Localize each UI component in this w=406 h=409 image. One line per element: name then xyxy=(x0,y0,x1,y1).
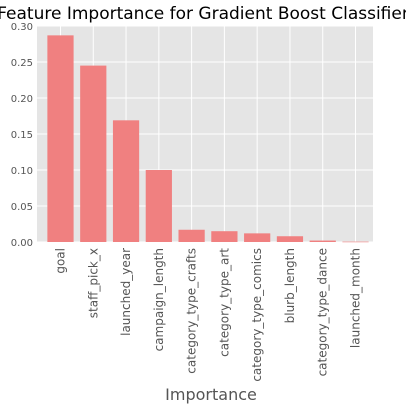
bar-staff-pick-x xyxy=(80,65,107,242)
x-tick-label: category_type_art xyxy=(217,248,231,357)
x-tick-label: launched_month xyxy=(349,248,363,348)
bar-category-type-crafts xyxy=(178,229,205,242)
bar-goal xyxy=(47,35,74,242)
bar-campaign-length xyxy=(145,170,172,242)
bar-category-type-comics xyxy=(244,233,271,242)
y-tick-label: 0.20 xyxy=(11,94,33,105)
bar-launched-month xyxy=(342,241,369,243)
y-tick-label: 0.05 xyxy=(11,202,33,213)
y-tick-labels: 0.00 0.05 0.10 0.15 0.20 0.25 0.30 xyxy=(11,22,33,249)
chart-title: Feature Importance for Gradient Boost Cl… xyxy=(0,4,406,24)
bar-blurb-length xyxy=(276,236,304,242)
bar-launched-year xyxy=(112,120,140,242)
x-tick-label: category_type_comics xyxy=(250,248,264,382)
x-tick-label: blurb_length xyxy=(283,248,297,323)
x-tick-label: campaign_length xyxy=(152,248,166,351)
x-tick-label: launched_year xyxy=(119,248,133,336)
bar-category-type-art xyxy=(211,231,238,242)
x-tick-label: goal xyxy=(53,248,67,274)
y-tick-label: 0.00 xyxy=(11,238,33,249)
x-tick-label: category_type_crafts xyxy=(185,248,199,374)
x-tick-labels: goal staff_pick_x launched_year campaign_le… xyxy=(53,248,362,382)
x-tick-label: category_type_dance xyxy=(316,248,330,376)
x-tick-label: staff_pick_x xyxy=(86,248,100,318)
y-tick-label: 0.10 xyxy=(11,166,33,177)
y-tick-label: 0.15 xyxy=(11,130,33,141)
y-tick-label: 0.30 xyxy=(11,22,33,33)
x-axis-label: Importance xyxy=(165,385,257,404)
bars xyxy=(47,35,369,243)
bar-category-type-dance xyxy=(309,240,336,242)
y-tick-label: 0.25 xyxy=(11,58,33,69)
